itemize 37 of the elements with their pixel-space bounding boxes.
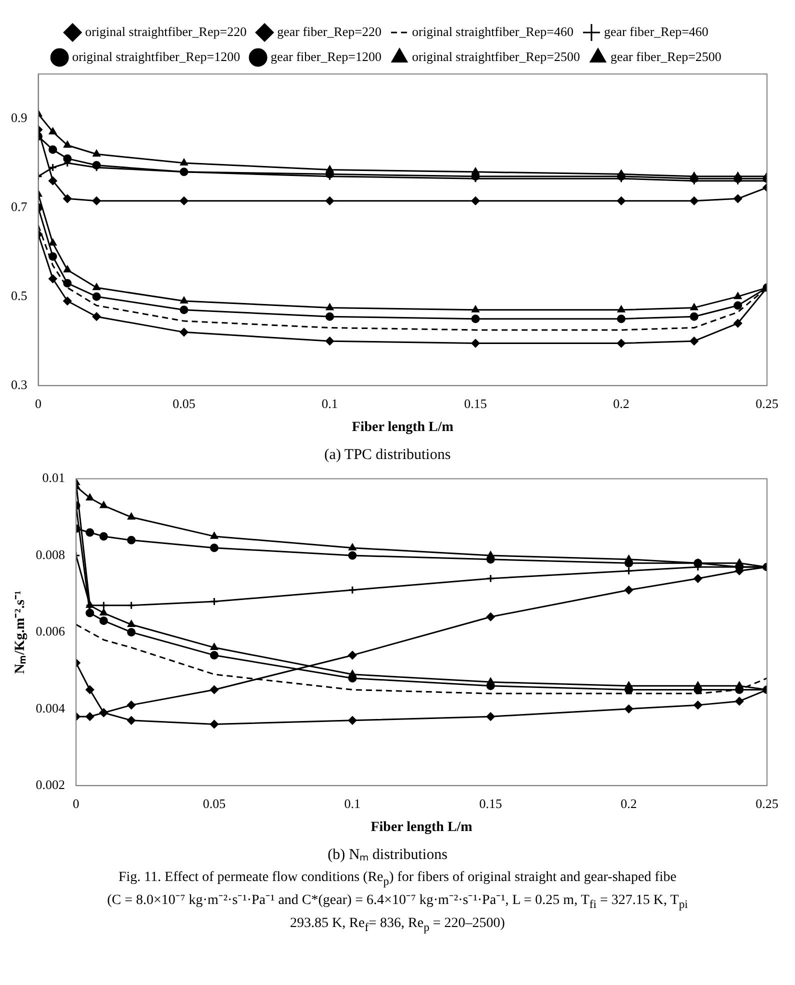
legend-label: original straightfiber_Rep=2500 [412,48,580,64]
x-tick-label: 0 [35,396,42,411]
x-axis-title: Fiber length L/m [352,420,454,436]
y-tick-label: 0.008 [36,546,66,562]
legend-label: gear fiber_Rep=2500 [610,48,722,64]
y-tick-label: 0.004 [36,700,66,716]
legend-label: original straightfiber_Rep=1200 [72,48,240,64]
legend-label: original straightfiber_Rep=460 [412,24,574,39]
y-tick-label: 0.006 [36,624,66,639]
text: 293.85 K, Re$_{f}$= 836, Re$_{p}$ = 220–2500) [289,914,506,936]
x-tick-label: 0.05 [202,796,226,811]
text: (C = 8.0×10⁻⁷ kg·m⁻²·s⁻¹·Pa⁻¹ and C*(gear) = 6.4×10⁻⁷ kg·m⁻²·s⁻¹·Pa⁻¹, L = 0.25 m, T$_{fi}$ = 327.15 K, T$_{pi}$ [106,892,689,913]
legend-label: original straightfiber_Rep=220 [85,24,247,39]
y-tick-label: 0.5 [11,288,28,303]
text: (a) TPC distributions [324,446,451,463]
text: (b) Nₘ distributions [328,846,448,863]
y-axis-title: Nₘ/Kg.m⁻².s⁻¹ [13,590,28,674]
x-axis-title: Fiber length L/m [370,820,473,836]
legend-label: gear fiber_Rep=1200 [270,48,382,64]
x-tick-label: 0.05 [172,396,196,411]
x-tick-label: 0.25 [756,796,778,811]
x-tick-label: 0.15 [464,396,487,411]
x-tick-label: 0 [72,796,80,811]
y-tick-label: 0.9 [11,110,28,125]
legend-label: gear fiber_Rep=220 [277,24,382,39]
x-tick-label: 0.2 [613,396,630,411]
y-tick-label: 0.002 [36,777,66,792]
x-tick-label: 0.1 [322,396,338,411]
y-tick-label: 0.7 [11,198,28,214]
x-tick-label: 0.2 [620,796,637,811]
x-tick-label: 0.1 [344,796,361,811]
caption: Fig. 11. Effect of permeate flow conditions (Re$_{p}$) for fibers of original straight and gear-shaped fibe [118,869,678,890]
x-tick-label: 0.25 [756,396,778,411]
x-tick-label: 0.15 [479,796,502,811]
legend-label: gear fiber_Rep=460 [604,24,708,39]
y-tick-label: 0.01 [42,470,66,486]
y-tick-label: 0.3 [11,377,28,392]
